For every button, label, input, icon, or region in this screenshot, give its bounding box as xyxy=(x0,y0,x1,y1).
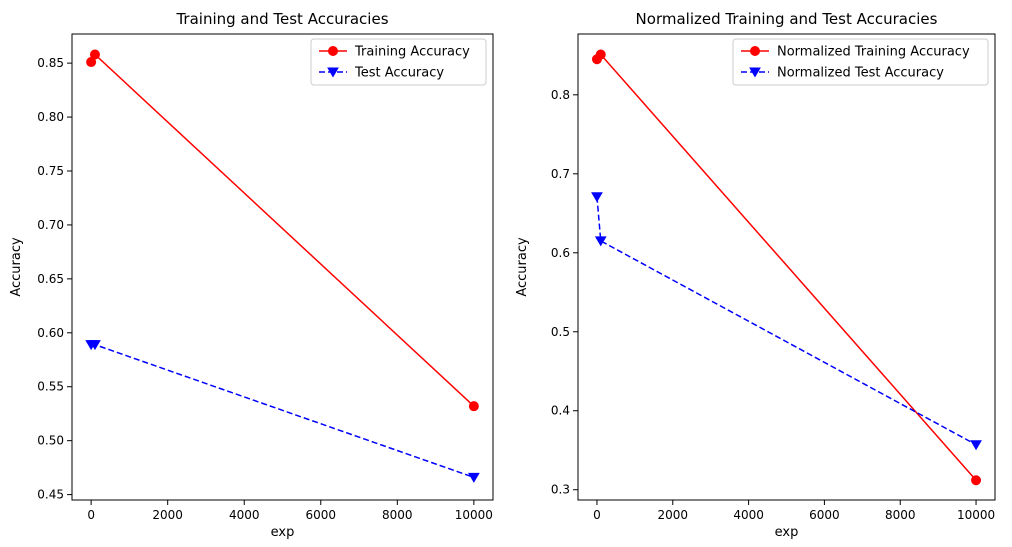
y-tick-label: 0.50 xyxy=(37,434,64,448)
x-tick-label: 4000 xyxy=(733,508,764,522)
legend-marker xyxy=(749,67,761,78)
legend-marker xyxy=(750,46,760,56)
y-axis-label: Accuracy xyxy=(515,237,530,297)
legend: Normalized Training Accuracy Normalized T… xyxy=(732,38,989,86)
y-tick-label: 0.55 xyxy=(37,380,64,394)
x-tick-label: 8000 xyxy=(382,508,413,522)
y-tick-label: 0.5 xyxy=(551,325,570,339)
legend-label: Training Accuracy xyxy=(354,45,470,60)
chart-title: Training and Test Accuracies xyxy=(175,10,388,28)
x-tick-label: 6000 xyxy=(809,508,840,522)
legend-label: Normalized Training Accuracy xyxy=(777,45,970,60)
series-line-1 xyxy=(90,53,475,407)
y-axis-label: Accuracy xyxy=(9,237,24,297)
series-line-2 xyxy=(596,196,977,446)
legend-label: Test Accuracy xyxy=(354,66,444,81)
y-tick-label: 0.6 xyxy=(551,246,570,260)
y-tick-label: 0.8 xyxy=(551,88,570,102)
y-tick-label: 0.45 xyxy=(37,488,64,502)
chart-panel-2: Normalized Training and Test Accuracies 0… xyxy=(515,10,996,540)
data-point xyxy=(89,340,101,351)
plot-frame xyxy=(71,33,494,501)
legend: Training Accuracy Test Accuracy xyxy=(310,38,487,86)
y-tick-label: 0.80 xyxy=(37,110,64,124)
legend-marker xyxy=(327,67,339,78)
data-point xyxy=(89,49,100,60)
data-point xyxy=(971,475,982,486)
x-tick-label: 2000 xyxy=(657,508,688,522)
x-tick-label: 6000 xyxy=(305,508,336,522)
x-tick-label: 0 xyxy=(87,508,95,522)
x-axis-label: exp xyxy=(271,525,295,540)
data-point xyxy=(467,472,480,483)
x-axis-label: exp xyxy=(775,525,799,540)
plot-frame xyxy=(577,33,996,501)
y-tick-label: 0.70 xyxy=(37,218,64,232)
y-tick-label: 0.85 xyxy=(37,56,64,70)
data-point xyxy=(595,49,606,60)
chart-title: Normalized Training and Test Accuracies xyxy=(636,10,938,28)
x-tick-label: 10000 xyxy=(957,508,995,522)
data-point xyxy=(468,401,479,412)
legend-label: Normalized Test Accuracy xyxy=(777,66,944,81)
data-point xyxy=(591,192,603,203)
x-tick-label: 2000 xyxy=(152,508,183,522)
data-point xyxy=(970,440,982,451)
x-tick-label: 4000 xyxy=(229,508,260,522)
y-tick-label: 0.7 xyxy=(551,167,570,181)
x-tick-label: 8000 xyxy=(885,508,916,522)
y-tick-label: 0.4 xyxy=(551,404,570,418)
legend-marker xyxy=(328,46,338,56)
chart-panel-1: Training and Test Accuracies 0 2000 4000 600… xyxy=(9,10,494,540)
data-point xyxy=(594,236,607,247)
y-tick-label: 0.75 xyxy=(37,164,64,178)
x-tick-label: 0 xyxy=(593,508,601,522)
series-line-2 xyxy=(91,343,475,479)
x-tick-label: 10000 xyxy=(455,508,493,522)
y-tick-label: 0.3 xyxy=(551,483,570,497)
series-line-1 xyxy=(596,53,977,481)
y-tick-label: 0.65 xyxy=(37,272,64,286)
y-tick-label: 0.60 xyxy=(37,326,64,340)
